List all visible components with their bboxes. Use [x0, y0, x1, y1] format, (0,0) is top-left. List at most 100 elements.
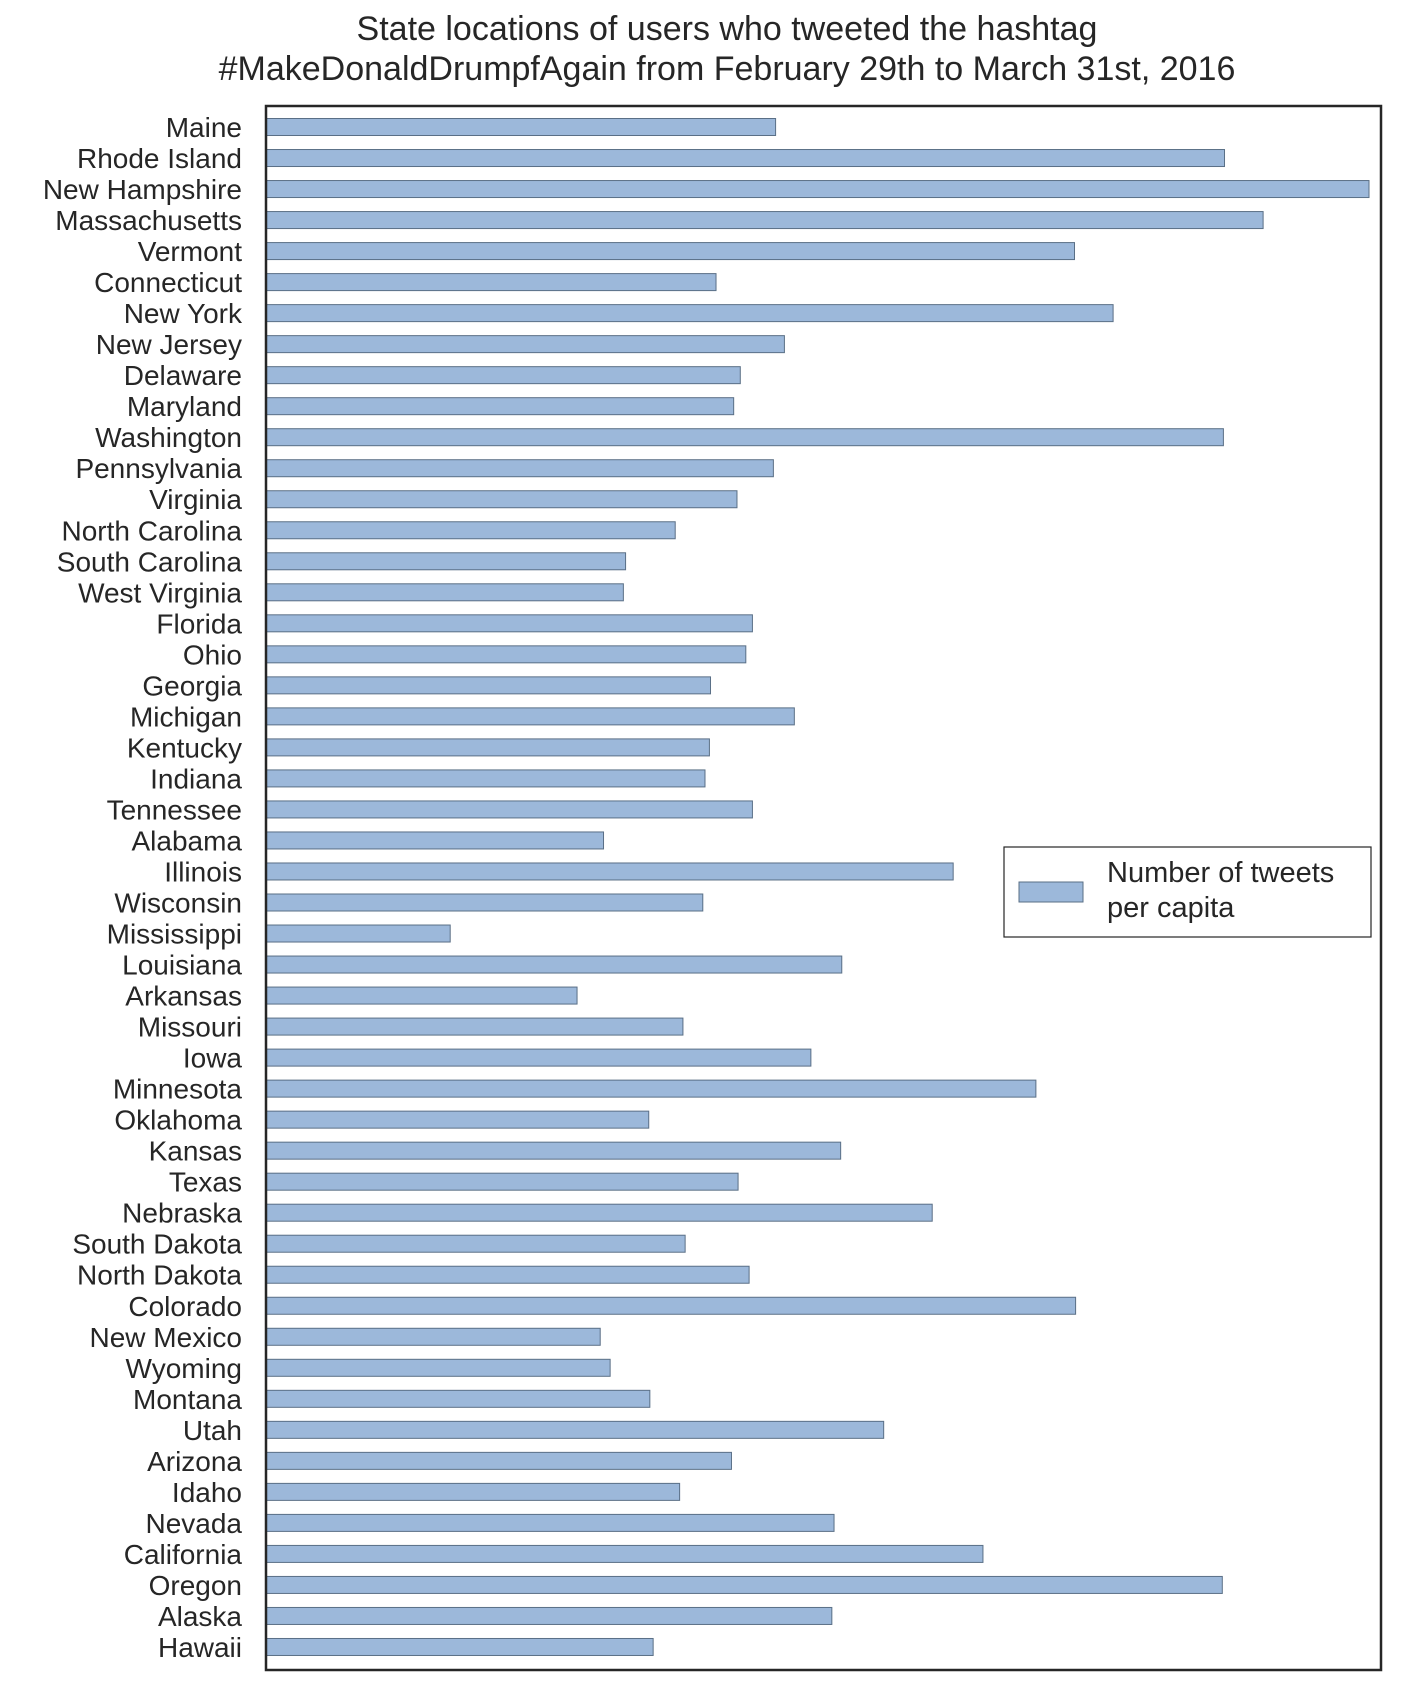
y-tick-label-idaho: Idaho	[172, 1477, 242, 1508]
bar-connecticut	[265, 273, 717, 292]
legend: Number of tweets per capita	[1003, 846, 1372, 938]
bar-new-york	[265, 304, 1114, 323]
y-tick-label-nevada: Nevada	[145, 1508, 242, 1539]
y-tick-label-minnesota: Minnesota	[113, 1074, 243, 1105]
y-tick-label-oklahoma: Oklahoma	[114, 1105, 242, 1136]
y-tick-label-ohio: Ohio	[183, 639, 242, 670]
plot-frame	[264, 104, 1383, 1672]
bar-wyoming	[265, 1358, 611, 1377]
y-tick-label-virginia: Virginia	[149, 484, 242, 515]
bar-new-hampshire	[265, 180, 1370, 199]
y-tick-label-delaware: Delaware	[124, 360, 242, 391]
bar-nebraska	[265, 1203, 933, 1222]
y-tick-label-maryland: Maryland	[127, 391, 242, 422]
legend-label-line-1: Number of tweets	[1107, 857, 1334, 889]
y-tick-label-hawaii: Hawaii	[158, 1632, 242, 1663]
y-tick-label-tennessee: Tennessee	[107, 794, 242, 825]
bar-rhode-island	[265, 149, 1226, 168]
y-tick-label-alaska: Alaska	[158, 1601, 242, 1632]
y-tick-label-missouri: Missouri	[138, 1012, 242, 1043]
y-tick-label-new-york: New York	[124, 298, 243, 329]
bar-arizona	[265, 1451, 732, 1470]
bar-new-jersey	[265, 335, 785, 354]
chart-title-line-2: #MakeDonaldDrumpfAgain from February 29t…	[219, 50, 1236, 88]
bar-new-mexico	[265, 1327, 601, 1346]
bar-idaho	[265, 1482, 681, 1501]
y-tick-label-arizona: Arizona	[147, 1446, 242, 1477]
y-tick-label-connecticut: Connecticut	[94, 267, 242, 298]
legend-label-line-2: per capita	[1107, 892, 1235, 924]
bar-montana	[265, 1389, 651, 1408]
bar-south-carolina	[265, 552, 627, 571]
y-tick-label-indiana: Indiana	[150, 763, 242, 794]
y-tick-label-south-carolina: South Carolina	[57, 546, 243, 577]
bar-massachusetts	[265, 211, 1264, 230]
bar-illinois	[265, 862, 954, 881]
y-tick-label-west-virginia: West Virginia	[78, 577, 242, 608]
y-tick-label-rhode-island: Rhode Island	[77, 143, 242, 174]
y-tick-label-florida: Florida	[156, 608, 242, 639]
y-tick-label-mississippi: Mississippi	[107, 919, 242, 950]
bar-wisconsin	[265, 893, 704, 912]
y-tick-label-wisconsin: Wisconsin	[114, 888, 242, 919]
bar-texas	[265, 1172, 739, 1191]
y-tick-label-maine: Maine	[166, 112, 242, 143]
bar-pennsylvania	[265, 459, 774, 478]
y-tick-label-wyoming: Wyoming	[126, 1353, 242, 1384]
bar-maryland	[265, 397, 735, 416]
bar-indiana	[265, 769, 706, 788]
y-tick-label-north-carolina: North Carolina	[61, 515, 242, 546]
bar-maine	[265, 118, 777, 136]
y-tick-label-alabama: Alabama	[131, 825, 242, 856]
y-tick-label-illinois: Illinois	[164, 856, 242, 887]
bar-california	[265, 1544, 984, 1563]
bar-florida	[265, 614, 753, 633]
bar-hawaii	[265, 1637, 654, 1656]
y-tick-label-kentucky: Kentucky	[127, 732, 242, 763]
y-tick-label-washington: Washington	[95, 422, 242, 453]
bar-minnesota	[265, 1079, 1037, 1098]
y-tick-label-new-hampshire: New Hampshire	[43, 174, 242, 205]
bar-arkansas	[265, 986, 578, 1005]
y-tick-label-massachusetts: Massachusetts	[55, 205, 242, 236]
bar-kansas	[265, 1141, 842, 1160]
bar-ohio	[265, 645, 747, 664]
bar-oregon	[265, 1575, 1223, 1594]
bars	[265, 118, 1370, 1656]
bar-vermont	[265, 242, 1075, 261]
chart-title-line-1: State locations of users who tweeted the…	[357, 10, 1098, 48]
y-tick-label-nebraska: Nebraska	[122, 1198, 242, 1229]
bar-utah	[265, 1420, 885, 1439]
y-tick-label-michigan: Michigan	[130, 701, 242, 732]
y-tick-label-oregon: Oregon	[149, 1570, 242, 1601]
bar-colorado	[265, 1296, 1077, 1315]
bar-north-carolina	[265, 521, 676, 540]
bar-nevada	[265, 1513, 835, 1532]
y-tick-label-utah: Utah	[183, 1415, 242, 1446]
y-tick-label-south-dakota: South Dakota	[72, 1229, 242, 1260]
bar-alaska	[265, 1606, 833, 1625]
bar-washington	[265, 428, 1224, 447]
y-tick-label-new-mexico: New Mexico	[90, 1322, 242, 1353]
bar-west-virginia	[265, 583, 624, 602]
y-tick-label-new-jersey: New Jersey	[96, 329, 242, 360]
y-tick-label-pennsylvania: Pennsylvania	[75, 453, 242, 484]
bar-alabama	[265, 831, 605, 850]
bar-oklahoma	[265, 1110, 650, 1129]
y-tick-label-louisiana: Louisiana	[122, 950, 242, 981]
bar-michigan	[265, 707, 795, 726]
y-tick-label-north-dakota: North Dakota	[77, 1260, 242, 1291]
bar-georgia	[265, 676, 712, 695]
bar-virginia	[265, 490, 738, 509]
bar-tennessee	[265, 800, 753, 819]
legend-swatch	[1018, 881, 1084, 903]
y-tick-label-california: California	[124, 1539, 243, 1570]
y-tick-label-iowa: Iowa	[183, 1043, 243, 1074]
bar-missouri	[265, 1017, 684, 1036]
bar-iowa	[265, 1048, 812, 1067]
y-tick-label-colorado: Colorado	[128, 1291, 242, 1322]
bar-kentucky	[265, 738, 710, 757]
bar-louisiana	[265, 955, 843, 974]
